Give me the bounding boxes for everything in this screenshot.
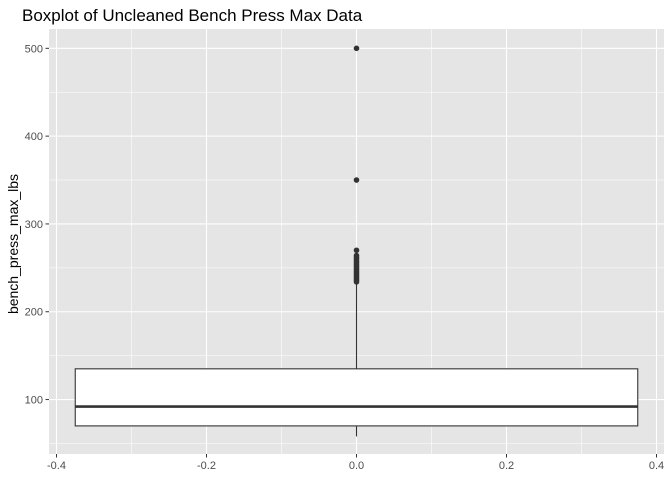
y-axis-ticks: 100 200 300 400 500 xyxy=(25,43,49,407)
x-tick-label: -0.2 xyxy=(197,460,216,472)
outlier-point xyxy=(353,45,360,52)
outlier-point xyxy=(353,279,360,285)
x-tick-label: -0.4 xyxy=(47,460,66,472)
x-axis-ticks: -0.4 -0.2 0.0 0.2 0.4 xyxy=(47,454,664,472)
box-iqr xyxy=(74,368,639,427)
y-tick-label: 300 xyxy=(25,219,43,231)
x-tick-label: 0.4 xyxy=(649,460,664,472)
outlier-point xyxy=(353,247,360,254)
outlier-points xyxy=(353,45,360,285)
box-layer xyxy=(74,283,639,437)
y-tick-label: 500 xyxy=(25,43,43,55)
y-axis-label: bench_press_max_lbs xyxy=(5,174,21,314)
chart-title: Boxplot of Uncleaned Bench Press Max Dat… xyxy=(22,6,363,25)
y-tick-label: 100 xyxy=(25,395,43,407)
outlier-point xyxy=(353,177,360,183)
y-tick-label: 200 xyxy=(25,307,43,319)
x-tick-label: 0.0 xyxy=(349,460,364,472)
y-tick-label: 400 xyxy=(25,131,43,143)
x-tick-label: 0.2 xyxy=(499,460,514,472)
